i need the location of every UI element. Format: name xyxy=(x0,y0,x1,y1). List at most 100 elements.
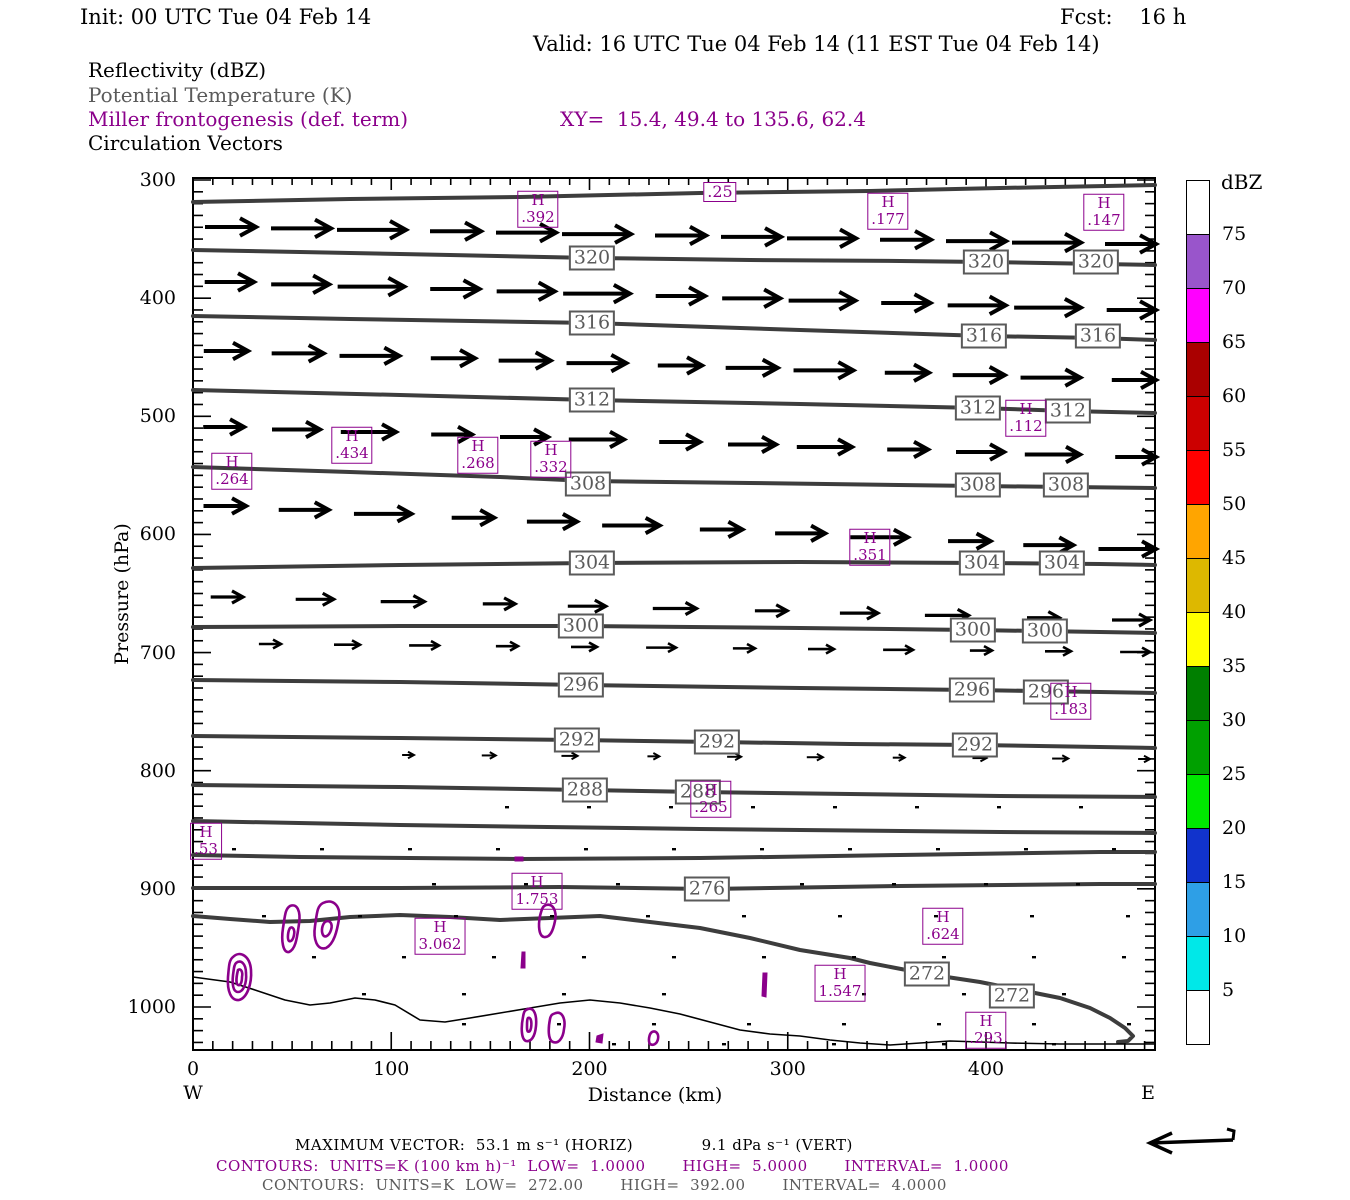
circulation-vector-head xyxy=(1143,754,1153,764)
theta-contour-label-316: 316 xyxy=(1074,323,1122,349)
tiny-vector-dot xyxy=(584,848,588,851)
frontogenesis-max-marker: H .268 xyxy=(457,436,499,474)
tiny-vector-dot xyxy=(616,883,620,886)
circulation-vector-head xyxy=(1141,539,1161,559)
theta-contour-annotation: CONTOURS: UNITS=K LOW= 272.00 HIGH= 392.… xyxy=(262,1176,947,1194)
frontogenesis-contour xyxy=(520,951,526,969)
circulation-vector-head xyxy=(459,348,480,369)
h-symbol: H xyxy=(530,872,544,891)
frontogenesis-contour-label: .25 xyxy=(703,182,737,202)
tiny-vector-dot xyxy=(1032,956,1036,959)
theta-contour-label-308: 308 xyxy=(954,472,1002,498)
colorbar-label-75: 75 xyxy=(1222,223,1247,245)
frontogenesis-contour xyxy=(525,1016,533,1034)
max-vector-annotation: MAXIMUM VECTOR: 53.1 m s⁻¹ (HORIZ) 9.1 d… xyxy=(295,1136,853,1154)
circulation-vector-head xyxy=(763,287,785,309)
field-frontogenesis-label: Miller frontogenesis (def. term) xyxy=(88,107,409,131)
theta-contour-label-296: 296 xyxy=(948,677,996,703)
circulation-vector-head xyxy=(1141,447,1161,467)
circulation-vector-head xyxy=(989,230,1011,252)
circulation-vector-head xyxy=(810,523,830,543)
circulation-vector-head xyxy=(588,641,600,653)
theta-contour-label-320: 320 xyxy=(568,245,616,271)
tiny-vector-dot xyxy=(672,848,676,851)
frontogenesis-contour xyxy=(231,960,248,994)
circulation-vector-head xyxy=(312,273,334,295)
circulation-vector-head xyxy=(610,353,631,374)
tiny-vector-dot xyxy=(800,883,804,886)
colorbar-cell xyxy=(1186,828,1210,883)
east-end-label: E xyxy=(1141,1082,1155,1104)
colorbar-cell xyxy=(1186,558,1210,613)
circulation-vector-head xyxy=(816,753,825,762)
h-symbol: H xyxy=(1064,682,1078,701)
west-end-label: W xyxy=(183,1082,203,1104)
circulation-vector-head xyxy=(387,276,409,298)
frontogenesis-contour-annotation: CONTOURS: UNITS=K (100 km h)⁻¹ LOW= 1.00… xyxy=(216,1157,1009,1175)
colorbar-label-15: 15 xyxy=(1222,871,1247,893)
colorbar-label-70: 70 xyxy=(1222,277,1247,299)
circulation-vector-head xyxy=(479,508,499,528)
theta-contour-label-312: 312 xyxy=(1044,398,1092,424)
tiny-vector-dot xyxy=(1112,848,1116,851)
tiny-vector-dot xyxy=(562,993,566,996)
tiny-vector-dot xyxy=(1079,806,1083,809)
circulation-vector-head xyxy=(764,226,786,248)
tiny-vector-dot xyxy=(408,848,412,851)
h-value: .265 xyxy=(694,798,728,816)
frontogenesis-contour xyxy=(520,1007,538,1043)
circulation-vector-head xyxy=(898,753,907,762)
theta-contour-label-300: 300 xyxy=(1021,618,1069,644)
h-value: .183 xyxy=(1054,700,1088,718)
circulation-vector-head xyxy=(734,752,744,761)
circulation-vector-head xyxy=(462,278,484,300)
tiny-vector-dot xyxy=(842,1023,846,1026)
tiny-vector-dot xyxy=(524,883,528,886)
circulation-vector-head xyxy=(537,280,559,302)
circulation-vector-head xyxy=(1065,445,1085,464)
colorbar-cell xyxy=(1186,720,1210,775)
theta-contour-304 xyxy=(191,560,1157,570)
circulation-vector-head xyxy=(761,357,782,378)
tiny-vector-dot xyxy=(832,1043,836,1046)
frontogenesis-contour xyxy=(313,900,341,950)
colorbar-label-35: 35 xyxy=(1222,655,1247,677)
tiny-vector-dot xyxy=(1032,1023,1036,1026)
tiny-vector-dot xyxy=(1052,1043,1056,1046)
frontogenesis-contour xyxy=(280,904,301,954)
colorbar-label-60: 60 xyxy=(1222,385,1247,407)
circulation-vector-head xyxy=(1141,646,1153,658)
h-value: .147 xyxy=(1087,211,1121,229)
theta-contour-320 xyxy=(191,248,1157,267)
theta-contour-label-308: 308 xyxy=(1042,472,1090,498)
circulation-vector-head xyxy=(231,496,251,516)
tiny-vector-dot xyxy=(762,956,766,959)
circulation-vector-head xyxy=(775,603,791,619)
frontogenesis-max-marker: H .147 xyxy=(1083,193,1125,231)
circulation-vector-head xyxy=(1138,612,1154,628)
circulation-vector-head xyxy=(685,432,705,452)
x-tick-label-0: 0 xyxy=(186,1058,200,1080)
h-value: 1.753 xyxy=(515,890,559,908)
colorbar-cell xyxy=(1186,936,1210,991)
circulation-vector-head xyxy=(689,224,711,247)
tiny-vector-dot xyxy=(747,1023,751,1026)
tiny-vector-dot xyxy=(1062,993,1066,996)
frontogenesis-contour xyxy=(226,952,253,1002)
field-vectors-label: Circulation Vectors xyxy=(88,131,283,155)
h-value: .264 xyxy=(215,470,249,488)
circulation-vector-head xyxy=(825,643,837,655)
circulation-vector-head xyxy=(489,751,498,760)
circulation-vector-head xyxy=(644,516,664,535)
theta-contour-label-320: 320 xyxy=(1072,249,1120,275)
theta-contour-label-272: 272 xyxy=(988,983,1036,1009)
circulation-vector-head xyxy=(430,639,442,651)
frontogenesis-max-marker: H 1.753 xyxy=(511,872,563,910)
colorbar-cell xyxy=(1186,990,1210,1045)
circulation-vector-head xyxy=(892,527,912,547)
theta-contour-296 xyxy=(191,678,1157,695)
colorbar-label-20: 20 xyxy=(1222,817,1247,839)
tiny-vector-dot xyxy=(1076,883,1080,886)
tiny-vector-dot xyxy=(937,1023,941,1026)
